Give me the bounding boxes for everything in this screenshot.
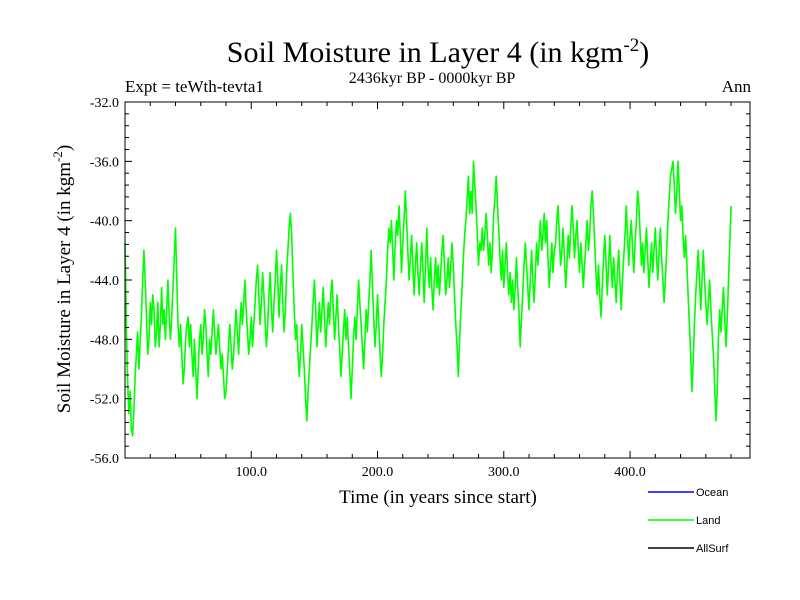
- y-tick-label: -52.0: [90, 393, 119, 408]
- x-tick-label: 400.0: [614, 465, 646, 480]
- y-tick-label: -56.0: [90, 452, 119, 467]
- chart-title: Soil Moisture in Layer 4 (in kgm-2): [227, 35, 649, 69]
- axis-ticks: 100.0 200.0 300.0 400.0 -32.0 -36.0 -40.0 -44.0…: [90, 96, 750, 480]
- x-tick-label: 200.0: [362, 465, 394, 480]
- chart-subtitle: 2436kyr BP - 0000kyr BP: [349, 70, 516, 87]
- experiment-label: Expt = teWth-tevta1: [125, 77, 264, 96]
- y-tick-label: -40.0: [90, 215, 119, 230]
- series-line-land: [124, 160, 732, 437]
- y-tick-label: -36.0: [90, 155, 119, 170]
- season-label: Ann: [722, 77, 752, 96]
- series-layer: [124, 160, 732, 437]
- x-tick-label: 100.0: [236, 465, 268, 480]
- y-tick-label: -48.0: [90, 333, 119, 348]
- legend-label-land: Land: [696, 515, 720, 527]
- legend-label-ocean: Ocean: [696, 487, 728, 499]
- x-tick-label: 300.0: [488, 465, 520, 480]
- y-axis-label: Soil Moisture in Layer 4 (in kgm-2): [50, 145, 75, 413]
- legend: Ocean Land AllSurf: [648, 487, 729, 555]
- legend-label-allsurf: AllSurf: [696, 543, 729, 555]
- y-tick-label: -44.0: [90, 274, 119, 289]
- y-tick-label: -32.0: [90, 96, 119, 111]
- x-axis-label: Time (in years since start): [339, 487, 537, 508]
